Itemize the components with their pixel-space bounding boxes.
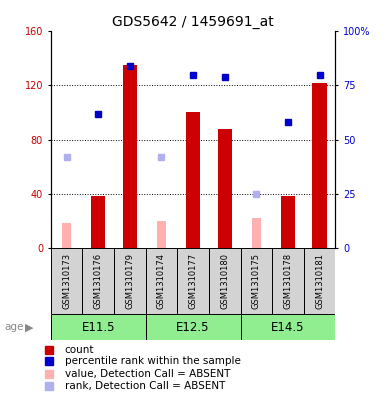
Text: GSM1310174: GSM1310174 (157, 253, 166, 309)
Bar (51, 248, 82, 314)
Text: rank, Detection Call = ABSENT: rank, Detection Call = ABSENT (65, 381, 225, 391)
Text: ▶: ▶ (25, 322, 34, 332)
Text: GSM1310173: GSM1310173 (62, 253, 71, 309)
Bar (304, 248, 335, 314)
Bar (312, 83, 327, 248)
Text: GSM1310178: GSM1310178 (284, 253, 292, 309)
Bar (145, 314, 241, 340)
Text: GSM1310175: GSM1310175 (252, 253, 261, 309)
Bar (51, 314, 145, 340)
Text: E11.5: E11.5 (82, 321, 115, 334)
Bar (218, 129, 232, 248)
Bar (157, 220, 166, 248)
Text: GSM1310177: GSM1310177 (188, 253, 198, 309)
Text: value, Detection Call = ABSENT: value, Detection Call = ABSENT (65, 369, 230, 378)
Bar (82, 248, 114, 314)
Bar (145, 248, 177, 314)
Text: E14.5: E14.5 (271, 321, 305, 334)
Bar (186, 112, 200, 248)
Bar (91, 196, 105, 248)
Bar (177, 248, 209, 314)
Text: GSM1310181: GSM1310181 (315, 253, 324, 309)
Bar (281, 196, 295, 248)
Text: percentile rank within the sample: percentile rank within the sample (65, 356, 241, 366)
Bar (62, 223, 71, 248)
Bar (241, 314, 335, 340)
Text: E12.5: E12.5 (176, 321, 210, 334)
Text: age: age (4, 322, 23, 332)
Bar (209, 248, 241, 314)
Bar (272, 248, 304, 314)
Bar (114, 248, 145, 314)
Bar (241, 248, 272, 314)
Bar (123, 65, 137, 248)
Text: GSM1310179: GSM1310179 (125, 253, 134, 309)
Text: GSM1310176: GSM1310176 (94, 253, 103, 309)
Bar (252, 218, 261, 248)
Text: count: count (65, 345, 94, 354)
Text: GSM1310180: GSM1310180 (220, 253, 229, 309)
Title: GDS5642 / 1459691_at: GDS5642 / 1459691_at (112, 15, 274, 29)
